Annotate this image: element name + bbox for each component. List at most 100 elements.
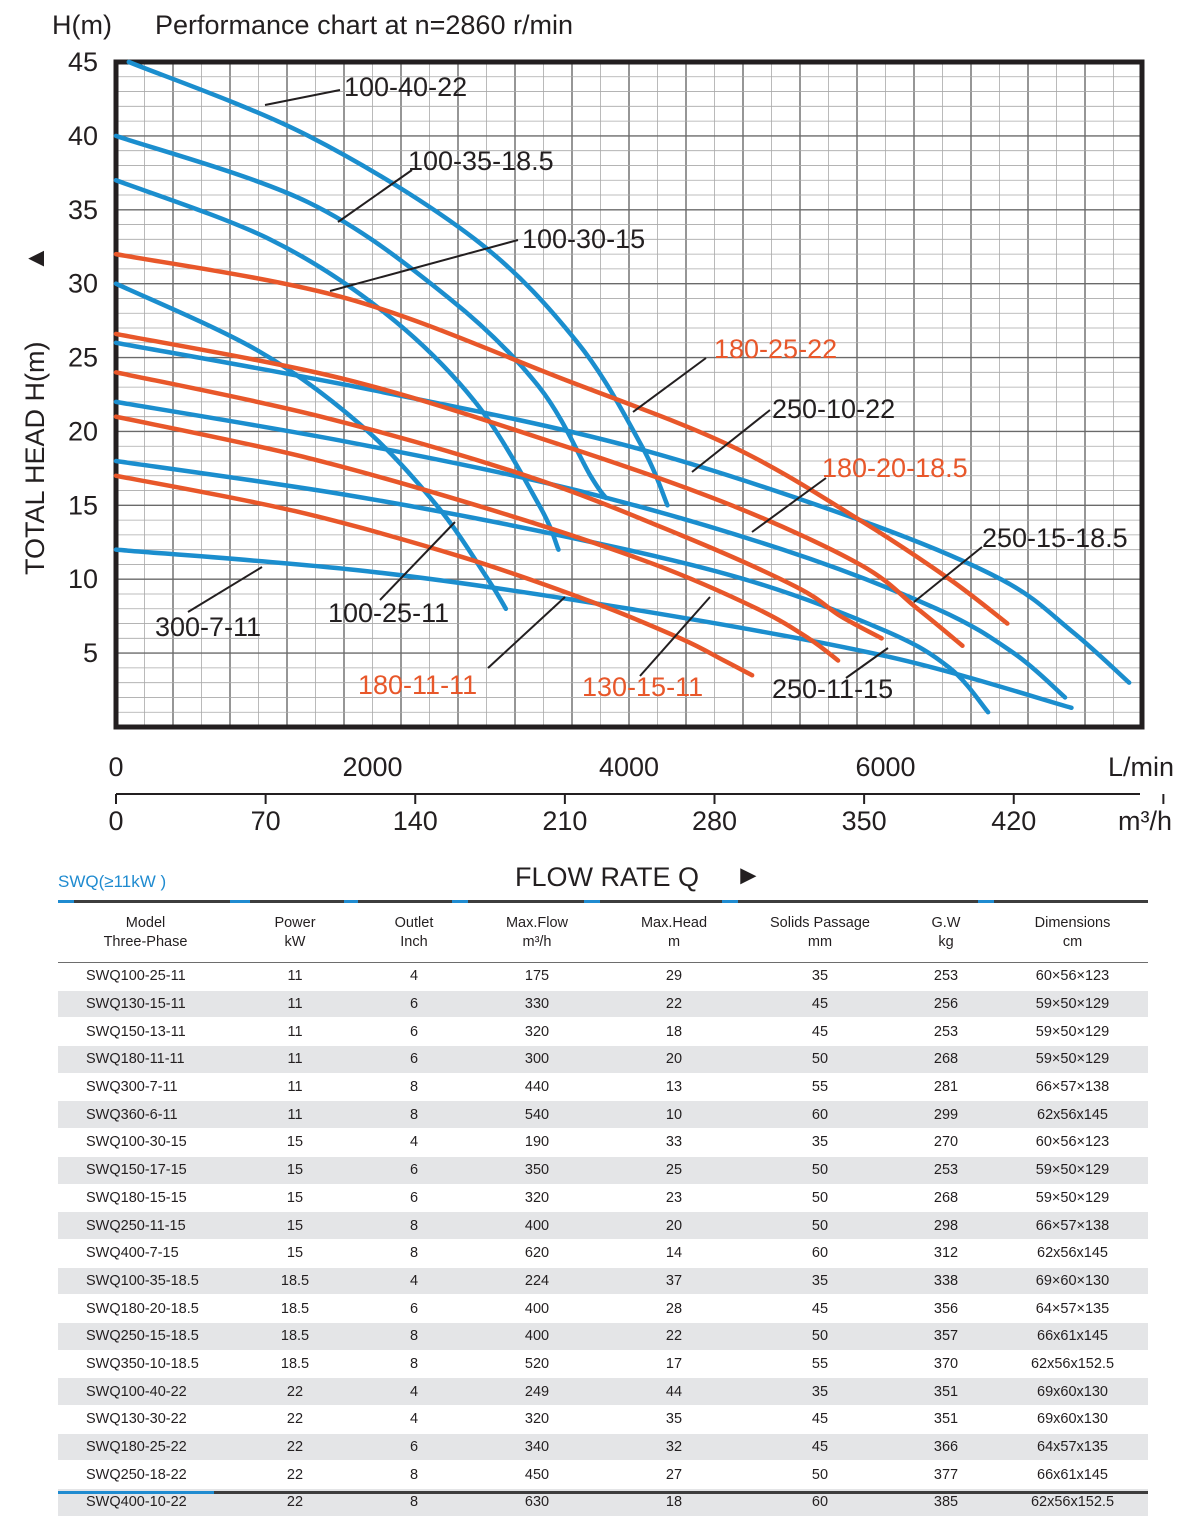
column-header: Max.Head m <box>603 904 745 963</box>
leader-line <box>329 239 519 292</box>
table-cell: 35 <box>745 1128 895 1157</box>
table-cell: 66x61x145 <box>997 1460 1148 1490</box>
leader-line <box>913 546 983 603</box>
table-cell: 23 <box>603 1184 745 1213</box>
table-cell: 15 <box>233 1239 357 1268</box>
table-cell: 4 <box>357 1267 471 1296</box>
x-tick-label-lmin: 6000 <box>855 752 915 782</box>
table-cell: 224 <box>471 1267 603 1296</box>
table-cell: SWQ180-15-15 <box>58 1184 233 1213</box>
table-cell: 17 <box>603 1350 745 1379</box>
curve-100-35-18.5 <box>113 133 609 501</box>
table-row: SWQ130-30-22 22 4 320 35 45 351 69x60x130 <box>58 1405 1148 1434</box>
table-cell: SWQ100-30-15 <box>58 1128 233 1157</box>
plot-frame <box>113 59 1145 730</box>
table-cell: 377 <box>895 1460 997 1490</box>
table-cell: 35 <box>603 1405 745 1434</box>
table-cell: 15 <box>233 1211 357 1240</box>
table-row: SWQ130-15-11 11 6 330 22 45 256 59×50×129 <box>58 990 1148 1019</box>
table-cell: 35 <box>745 1377 895 1406</box>
curve-180-20-18.5 <box>113 331 965 648</box>
x-tick-label-m3h: 140 <box>393 806 438 836</box>
table-cell: SWQ180-20-18.5 <box>58 1294 233 1323</box>
table-cell: 8 <box>357 1322 471 1351</box>
column-header-line1: G.W <box>931 915 961 931</box>
table-cell: 351 <box>895 1405 997 1434</box>
y-tick-label: 40 <box>68 121 98 151</box>
leader-line <box>487 596 566 669</box>
curves-layer <box>113 59 1132 715</box>
leader-line <box>379 521 456 601</box>
table-cell: SWQ130-15-11 <box>58 990 233 1019</box>
table-cell: 6 <box>357 1017 471 1047</box>
curve-label: 180-11-11 <box>358 670 477 700</box>
table-cell: 6 <box>357 1294 471 1323</box>
table-cell: SWQ250-15-18.5 <box>58 1322 233 1351</box>
column-header: Dimensions cm <box>997 904 1148 963</box>
table-cell: SWQ150-13-11 <box>58 1017 233 1047</box>
table-cell: 45 <box>745 1017 895 1047</box>
table-cell: 350 <box>471 1156 603 1185</box>
table-cell: 64×57×135 <box>997 1294 1148 1323</box>
curve-100-30-15 <box>113 177 561 552</box>
table-cell: 18.5 <box>233 1267 357 1296</box>
table-cell: 59×50×129 <box>997 1017 1148 1047</box>
table-row: SWQ400-7-15 15 8 620 14 60 312 62x56x145 <box>58 1239 1148 1268</box>
table-cell: 320 <box>471 1405 603 1434</box>
column-header: Power kW <box>233 904 357 963</box>
table-cell: 59×50×129 <box>997 990 1148 1019</box>
table-row: SWQ250-11-15 15 8 400 20 50 298 66×57×138 <box>58 1211 1148 1240</box>
table-cell: 28 <box>603 1294 745 1323</box>
curve-300-7-11 <box>113 547 1074 711</box>
table-cell: 14 <box>603 1239 745 1268</box>
header-row: Model Three-Phase Power kW Outlet Inch Max.Flo… <box>58 904 1148 963</box>
table-cell: 620 <box>471 1239 603 1268</box>
table-cell: 340 <box>471 1433 603 1462</box>
leader-line <box>845 647 889 679</box>
y-tick-label: 15 <box>68 490 98 520</box>
column-header-line2: cm <box>1062 934 1083 950</box>
column-header: Max.Flow m³/h <box>471 904 603 963</box>
curve-label: 100-30-15 <box>522 224 645 254</box>
column-header-line2: Inch <box>400 934 428 950</box>
table-cell: SWQ100-40-22 <box>58 1377 233 1406</box>
table-row: SWQ350-10-18.5 18.5 8 520 17 55 370 62x56x152.5 <box>58 1350 1148 1379</box>
x-tick-labels-lmin: 0 2000 4000 6000 <box>108 752 915 782</box>
spec-table-body: SWQ100-25-11 11 4 175 29 35 253 60×56×123 SWQ130… <box>58 962 1148 1517</box>
table-row: SWQ100-40-22 22 4 249 44 35 351 69x60x130 <box>58 1377 1148 1406</box>
x-unit-top: L/min <box>1108 752 1174 782</box>
table-cell: 64x57x135 <box>997 1433 1148 1462</box>
table-cell: 400 <box>471 1211 603 1240</box>
spec-table: Model Three-Phase Power kW Outlet Inch Max.Flo… <box>58 904 1148 1517</box>
table-cell: 8 <box>357 1350 471 1379</box>
table-cell: 59×50×129 <box>997 1045 1148 1074</box>
table-cell: 69x60x130 <box>997 1377 1148 1406</box>
column-header-line1: Max.Head <box>640 915 708 931</box>
table-cell: 320 <box>471 1184 603 1213</box>
column-header-line1: Dimensions <box>1034 915 1111 931</box>
table-cell: 6 <box>357 1156 471 1185</box>
chart-title: Performance chart at n=2860 r/min <box>155 10 573 40</box>
table-row: SWQ180-25-22 22 6 340 32 45 366 64x57x135 <box>58 1433 1148 1462</box>
table-cell: SWQ100-25-11 <box>58 962 233 991</box>
table-cell: SWQ360-6-11 <box>58 1100 233 1130</box>
y-tick-label: 35 <box>68 195 98 225</box>
y-tick-label: 25 <box>68 343 98 373</box>
table-cell: 298 <box>895 1211 997 1240</box>
table-cell: 6 <box>357 1045 471 1074</box>
table-cell: 253 <box>895 1017 997 1047</box>
table-cell: 400 <box>471 1322 603 1351</box>
table-cell: 35 <box>745 962 895 991</box>
table-cell: 312 <box>895 1239 997 1268</box>
table-cell: 281 <box>895 1073 997 1102</box>
table-cell: 299 <box>895 1100 997 1130</box>
table-cell: 400 <box>471 1294 603 1323</box>
column-header-line1: Power <box>274 915 316 931</box>
leader-line <box>632 357 707 413</box>
chart-grid <box>116 62 1142 727</box>
column-header-line1: Max.Flow <box>505 915 569 931</box>
table-row: SWQ150-17-15 15 6 350 25 50 253 59×50×129 <box>58 1156 1148 1185</box>
leader-line <box>639 596 711 677</box>
table-cell: 338 <box>895 1267 997 1296</box>
table-cell: 55 <box>745 1073 895 1102</box>
